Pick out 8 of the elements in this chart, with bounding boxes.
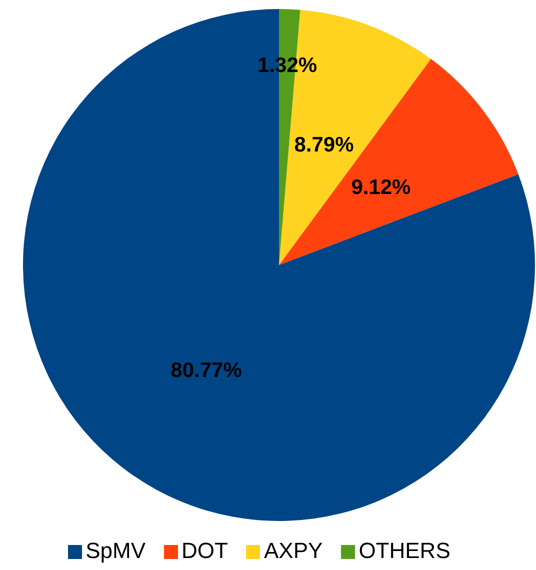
data-label: 1.32% (258, 54, 318, 77)
legend-label: AXPY (264, 538, 323, 563)
legend-label: DOT (182, 538, 228, 563)
legend-label: SpMV (86, 538, 146, 563)
data-label: 8.79% (294, 134, 354, 157)
legend-label: OTHERS (358, 538, 450, 563)
data-label: 9.12% (351, 176, 412, 200)
data-label: 80.77% (170, 358, 242, 382)
